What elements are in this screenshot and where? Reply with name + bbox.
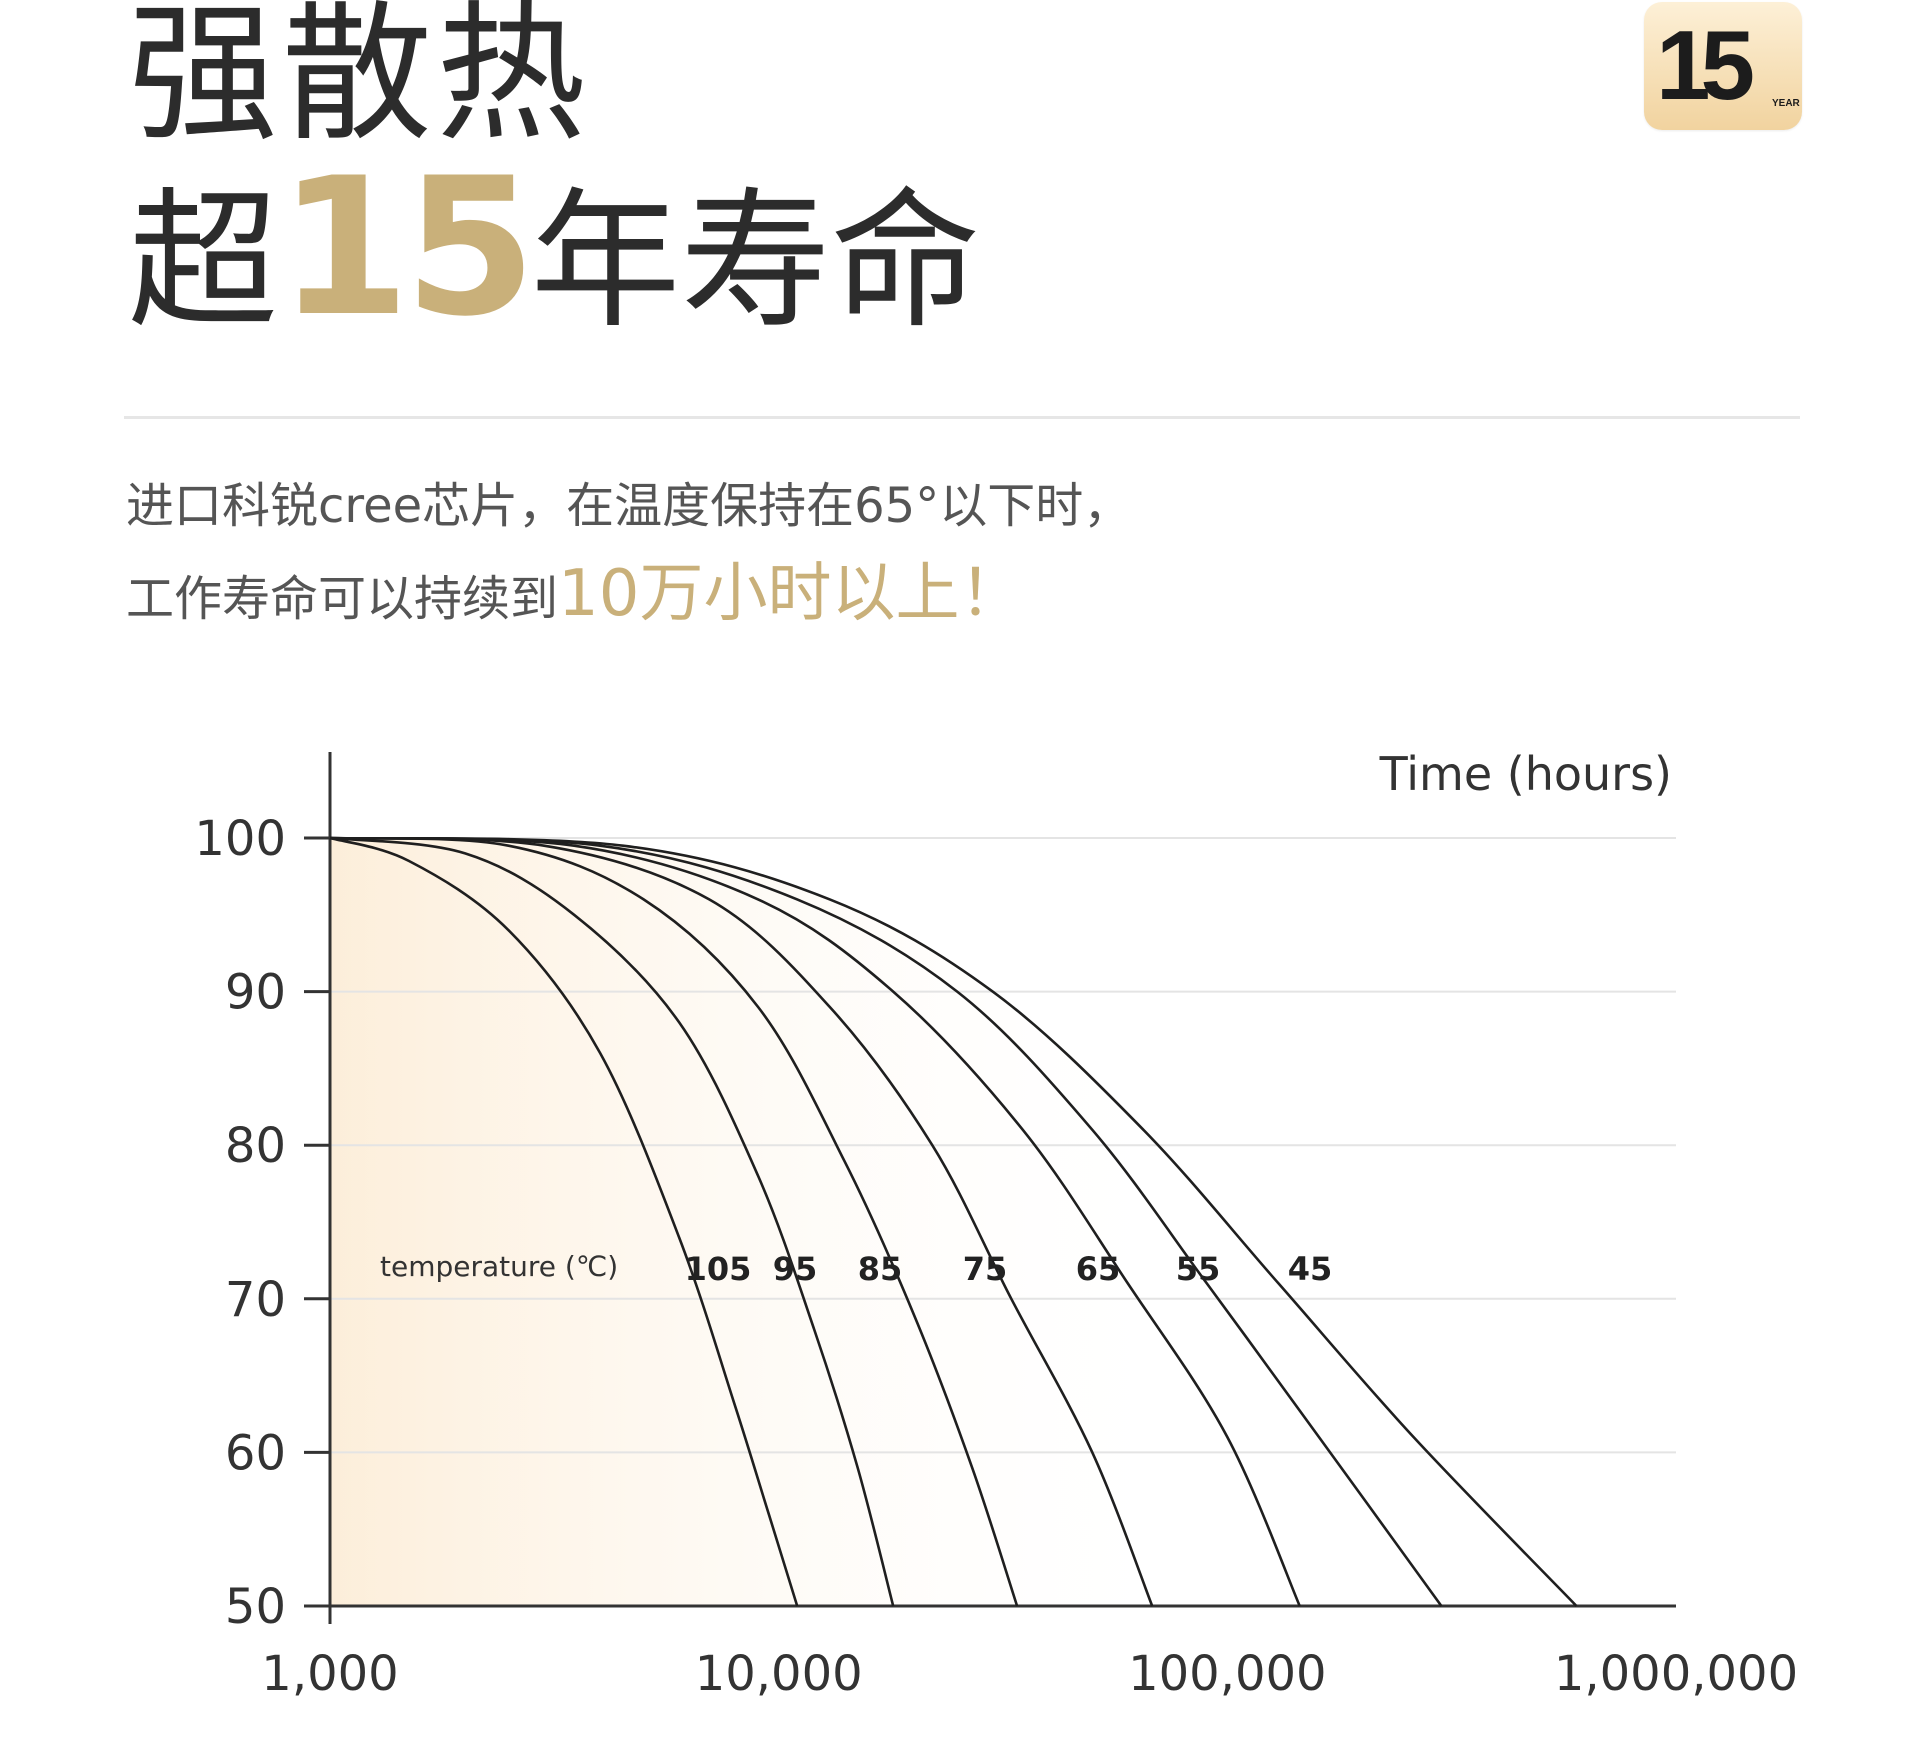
- x-tick-label: 1,000: [261, 1646, 398, 1702]
- badge-number: 15: [1656, 10, 1755, 120]
- series-curve-55: [329, 836, 1443, 1607]
- y-tick-label: 50: [225, 1579, 286, 1635]
- series-curve-105: [329, 836, 799, 1607]
- series-curve-75: [329, 836, 1154, 1607]
- series-curve-85: [329, 836, 1019, 1607]
- headline-prefix: 超: [128, 175, 279, 349]
- series-label-75: 75: [963, 1250, 1008, 1288]
- series-curve-45: [329, 836, 1578, 1607]
- series-label-95: 95: [773, 1250, 818, 1288]
- y-tick-label: 80: [225, 1118, 286, 1174]
- description-line2: 工作寿命可以持续到10万小时以上！: [126, 562, 1131, 631]
- x-tick-label: 10,000: [695, 1646, 863, 1702]
- x-tick-label: 100,000: [1128, 1646, 1327, 1702]
- area-fill: [330, 838, 1577, 1606]
- badge-unit: YEAR: [1772, 98, 1800, 109]
- headline-line2: 超15年寿命: [128, 153, 981, 352]
- description-highlight: 10万小时以上！: [558, 557, 1024, 631]
- headline: 强散热 超15年寿命: [128, 0, 980, 352]
- description-prefix: 工作寿命可以持续到: [126, 571, 559, 627]
- series-curve-65: [329, 836, 1301, 1607]
- description: 进口科锐cree芯片，在温度保持在65°以下时， 工作寿命可以持续到10万小时以…: [126, 474, 1131, 631]
- fifteen-year-badge-icon: 15 YEAR: [1644, 2, 1802, 130]
- series-label-55: 55: [1176, 1250, 1221, 1288]
- series-curve-95: [329, 836, 895, 1607]
- description-line1: 进口科锐cree芯片，在温度保持在65°以下时，: [126, 478, 1132, 534]
- series-label-105: 105: [685, 1250, 752, 1288]
- y-tick-label: 60: [225, 1425, 286, 1481]
- series-label-85: 85: [858, 1250, 903, 1288]
- divider: [124, 416, 1800, 419]
- y-tick-label: 90: [225, 965, 286, 1021]
- headline-number: 15: [278, 137, 536, 358]
- y-tick-label: 70: [225, 1272, 286, 1328]
- headline-suffix: 年寿命: [530, 175, 981, 349]
- series-label-45: 45: [1288, 1250, 1333, 1288]
- series-group-label: temperature (℃): [380, 1250, 618, 1283]
- x-axis-label: Time (hours): [1379, 747, 1672, 801]
- x-tick-label: 1,000,000: [1554, 1646, 1798, 1702]
- series-label-65: 65: [1076, 1250, 1121, 1288]
- headline-line1: 强散热: [128, 0, 591, 162]
- y-tick-label: 100: [194, 811, 286, 867]
